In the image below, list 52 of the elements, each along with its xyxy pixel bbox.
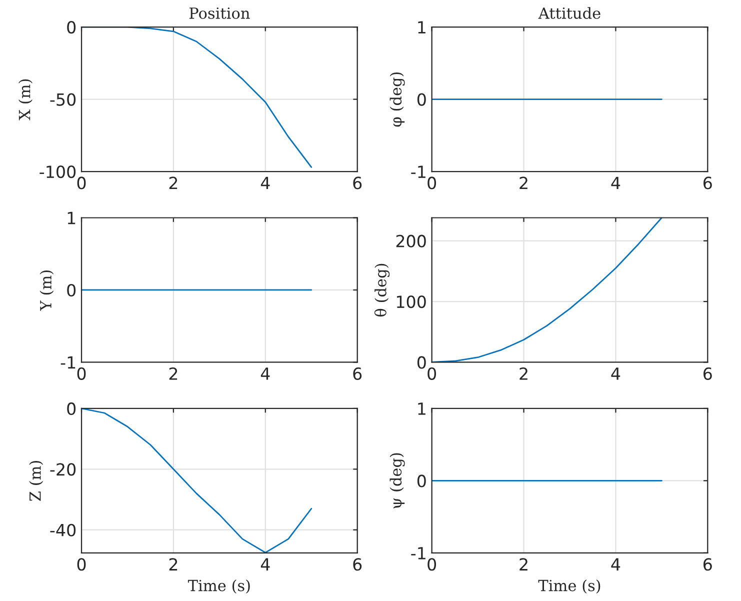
x-tick-label: 2 (520, 367, 528, 380)
y-tick-label: -20 (50, 463, 76, 476)
y-tick-label: 0 (417, 356, 426, 369)
y-axis-title: Y (m) (40, 270, 54, 311)
y-tick-label: 0 (417, 474, 426, 488)
y-tick-label: 100 (396, 295, 426, 308)
y-tick-label: 1 (68, 212, 76, 224)
x-tick-label: 6 (353, 558, 362, 571)
x-tick-label: 6 (704, 176, 712, 190)
y-tick-label: 1 (418, 21, 426, 34)
y-tick-label: 0 (67, 21, 76, 34)
x-tick-label: 2 (520, 558, 528, 570)
x-tick-label: 2 (169, 367, 178, 380)
x-axis-title: Time (s) (538, 579, 600, 594)
x-tick-label: 0 (428, 558, 436, 571)
y-tick-label: 1 (418, 402, 426, 415)
x-tick-label: 4 (260, 368, 270, 380)
chart-title: Attitude (538, 7, 600, 19)
x-tick-label: 6 (353, 367, 362, 380)
x-tick-label: 6 (353, 176, 362, 190)
x-tick-label: 0 (428, 176, 436, 190)
x-tick-label: 4 (260, 176, 270, 190)
x-tick-label: 6 (704, 367, 712, 380)
y-tick-label: -1 (411, 166, 426, 178)
y-axis-title: Z (m) (29, 460, 44, 501)
x-tick-label: 4 (611, 176, 620, 190)
y-tick-label: -50 (50, 93, 76, 106)
x-tick-label: 0 (428, 367, 436, 380)
y-tick-label: 200 (396, 234, 426, 248)
y-tick-label: 0 (417, 93, 426, 106)
x-tick-label: 0 (77, 367, 86, 380)
y-axis-title: X (m) (18, 79, 32, 120)
y-tick-label: -40 (50, 524, 76, 536)
y-axis-title: φ (deg) (390, 72, 405, 127)
y-axis-title: θ (deg) (374, 264, 390, 317)
x-tick-label: 4 (611, 558, 620, 570)
y-tick-label: -1 (411, 547, 426, 560)
y-tick-label: -100 (40, 165, 76, 178)
y-axis-title: ψ (deg) (390, 453, 405, 508)
x-tick-label: 2 (169, 176, 178, 190)
x-tick-label: 2 (169, 558, 178, 570)
x-tick-label: 6 (704, 558, 712, 571)
y-tick-label: 0 (67, 284, 76, 297)
x-tick-label: 0 (77, 176, 86, 190)
x-tick-label: 4 (611, 368, 620, 380)
y-tick-label: -1 (60, 356, 76, 369)
y-tick-label: 0 (67, 402, 76, 416)
x-tick-label: 4 (260, 558, 270, 570)
x-tick-label: 2 (520, 176, 528, 190)
x-axis-title: Time (s) (188, 579, 250, 594)
chart-title: Position (189, 7, 250, 19)
x-tick-label: 0 (77, 558, 86, 571)
